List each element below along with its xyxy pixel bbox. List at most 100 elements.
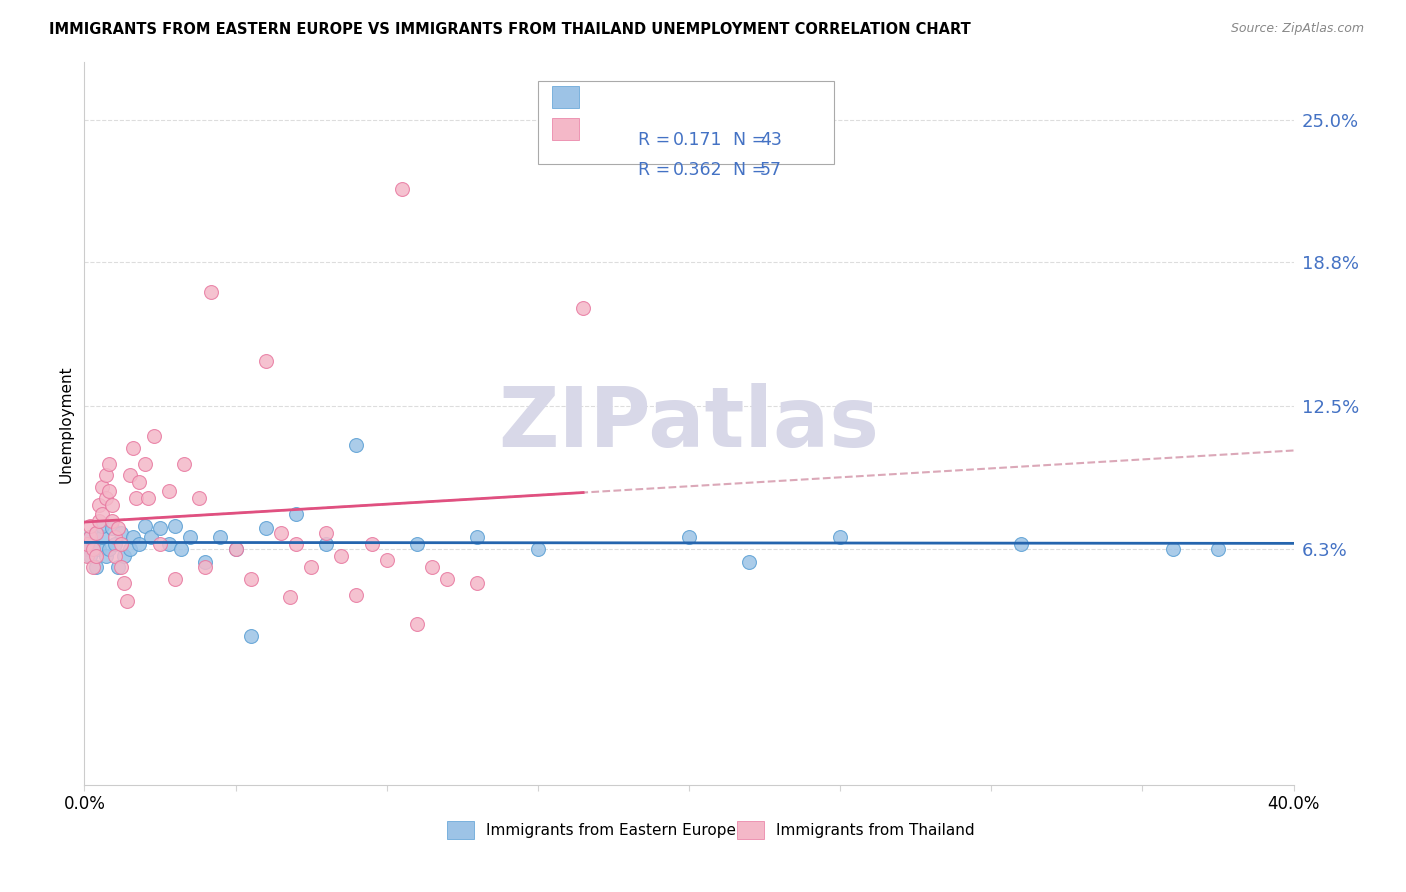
Point bbox=[527, 541, 550, 556]
Text: N =: N = bbox=[723, 161, 772, 179]
Text: R =: R = bbox=[638, 161, 675, 179]
Point bbox=[76, 549, 98, 563]
Point bbox=[79, 530, 101, 544]
Point bbox=[82, 537, 104, 551]
Point bbox=[406, 617, 429, 632]
Point bbox=[149, 537, 172, 551]
Point bbox=[118, 541, 141, 556]
Point bbox=[125, 491, 148, 506]
Point bbox=[97, 457, 120, 471]
Point bbox=[82, 541, 104, 556]
Point bbox=[107, 521, 129, 535]
Text: 0.362: 0.362 bbox=[673, 161, 723, 179]
Point bbox=[112, 576, 135, 591]
Text: Immigrants from Thailand: Immigrants from Thailand bbox=[776, 822, 974, 838]
Point bbox=[346, 588, 368, 602]
Point bbox=[121, 530, 143, 544]
Point bbox=[149, 521, 172, 535]
Point bbox=[299, 560, 322, 574]
Point bbox=[170, 541, 193, 556]
Point bbox=[225, 541, 247, 556]
Point bbox=[225, 541, 247, 556]
Point bbox=[110, 525, 132, 540]
Point bbox=[76, 541, 98, 556]
Point bbox=[239, 572, 262, 586]
Point bbox=[188, 491, 211, 506]
Text: 43: 43 bbox=[761, 131, 782, 149]
Point bbox=[239, 629, 262, 643]
Point bbox=[86, 525, 108, 540]
Point bbox=[738, 556, 761, 570]
Point bbox=[436, 572, 458, 586]
Point bbox=[1206, 541, 1229, 556]
Point bbox=[100, 521, 122, 535]
Point bbox=[82, 560, 104, 574]
Text: IMMIGRANTS FROM EASTERN EUROPE VS IMMIGRANTS FROM THAILAND UNEMPLOYMENT CORRELAT: IMMIGRANTS FROM EASTERN EUROPE VS IMMIGR… bbox=[49, 22, 972, 37]
Point bbox=[104, 530, 127, 544]
Point bbox=[94, 549, 117, 563]
Bar bbox=[553, 118, 579, 140]
Point bbox=[330, 549, 353, 563]
Point bbox=[134, 518, 156, 533]
Point bbox=[89, 514, 111, 528]
Point bbox=[1011, 537, 1033, 551]
Point bbox=[115, 594, 138, 608]
Point bbox=[1161, 541, 1184, 556]
Point bbox=[97, 484, 120, 499]
Point bbox=[420, 560, 443, 574]
Point bbox=[104, 537, 127, 551]
Point bbox=[194, 556, 217, 570]
Point bbox=[110, 537, 132, 551]
Point bbox=[678, 530, 700, 544]
Point bbox=[209, 530, 232, 544]
Point bbox=[375, 553, 398, 567]
FancyBboxPatch shape bbox=[538, 80, 834, 163]
Point bbox=[157, 484, 180, 499]
Text: 0.171: 0.171 bbox=[673, 131, 723, 149]
Point bbox=[830, 530, 852, 544]
Point bbox=[142, 429, 165, 443]
Point bbox=[89, 541, 111, 556]
Point bbox=[112, 549, 135, 563]
Point bbox=[110, 560, 132, 574]
Point bbox=[79, 549, 101, 563]
Text: 57: 57 bbox=[761, 161, 782, 179]
Point bbox=[94, 468, 117, 483]
Text: Source: ZipAtlas.com: Source: ZipAtlas.com bbox=[1230, 22, 1364, 36]
Text: ZIPatlas: ZIPatlas bbox=[499, 384, 879, 464]
Bar bbox=[447, 821, 474, 839]
Point bbox=[79, 530, 101, 544]
Point bbox=[360, 537, 382, 551]
Point bbox=[91, 530, 114, 544]
Point bbox=[157, 537, 180, 551]
Point bbox=[121, 441, 143, 455]
Point bbox=[91, 518, 114, 533]
Point bbox=[173, 457, 195, 471]
Point bbox=[134, 457, 156, 471]
Point bbox=[104, 549, 127, 563]
Point bbox=[100, 498, 122, 512]
Point bbox=[254, 353, 277, 368]
Point bbox=[139, 530, 162, 544]
Point bbox=[94, 491, 117, 506]
Point bbox=[76, 537, 98, 551]
Point bbox=[315, 537, 337, 551]
Point bbox=[572, 301, 595, 315]
Text: Immigrants from Eastern Europe: Immigrants from Eastern Europe bbox=[486, 822, 735, 838]
Point bbox=[194, 560, 217, 574]
Bar bbox=[737, 821, 763, 839]
Point bbox=[91, 480, 114, 494]
Text: N =: N = bbox=[723, 131, 772, 149]
Point bbox=[100, 514, 122, 528]
Point bbox=[406, 537, 429, 551]
Point bbox=[97, 541, 120, 556]
Point bbox=[128, 475, 150, 490]
Point bbox=[165, 518, 187, 533]
Point bbox=[165, 572, 187, 586]
Point bbox=[467, 530, 489, 544]
Y-axis label: Unemployment: Unemployment bbox=[58, 365, 73, 483]
Point bbox=[346, 438, 368, 452]
Point bbox=[89, 498, 111, 512]
Point bbox=[86, 525, 108, 540]
Point bbox=[79, 518, 101, 533]
